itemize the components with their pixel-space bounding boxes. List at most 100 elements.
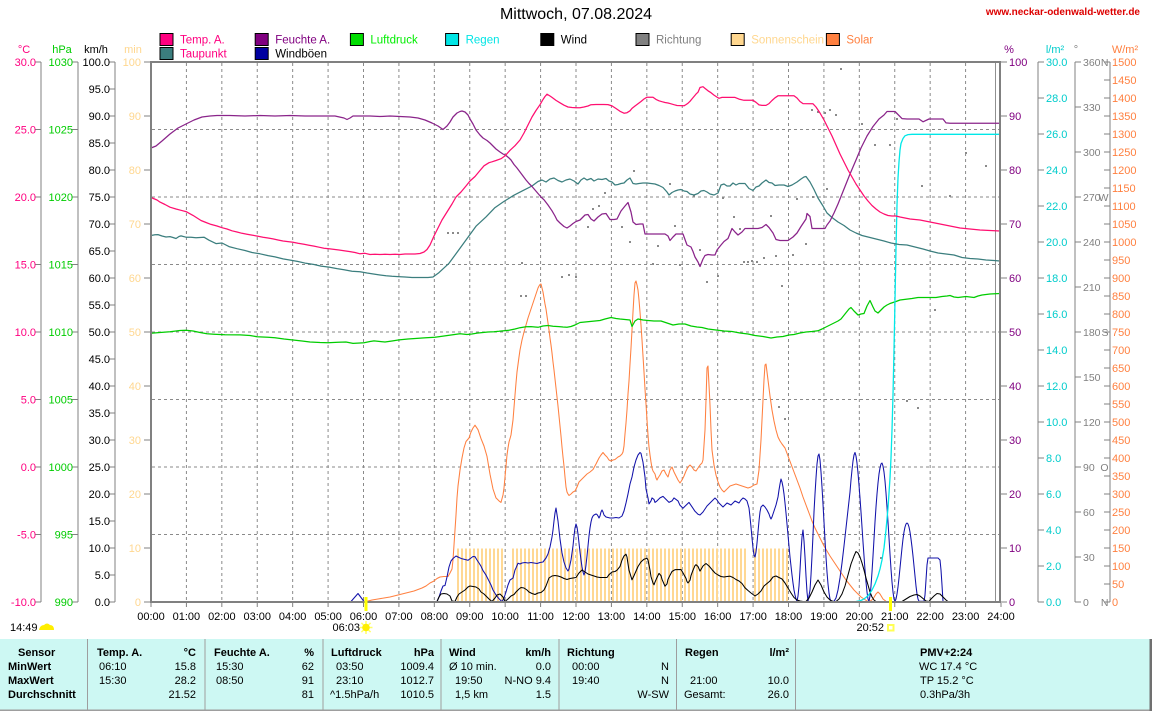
- svg-text:-10.0: -10.0: [11, 597, 36, 609]
- svg-text:150: 150: [1112, 543, 1130, 555]
- svg-text:23:00: 23:00: [952, 611, 980, 623]
- svg-text:350: 350: [1112, 471, 1130, 483]
- svg-text:14:49: 14:49: [10, 622, 38, 634]
- svg-text:80: 80: [1009, 165, 1021, 177]
- svg-text:Temp. A.: Temp. A.: [97, 647, 142, 659]
- svg-text:1025: 1025: [49, 125, 73, 137]
- svg-text:55.0: 55.0: [89, 300, 110, 312]
- svg-text:81: 81: [302, 689, 314, 701]
- svg-text:100.0: 100.0: [82, 57, 110, 69]
- svg-text:300: 300: [1083, 147, 1101, 159]
- svg-text:S: S: [1101, 327, 1108, 339]
- svg-text:hPa: hPa: [52, 44, 72, 56]
- svg-text:2.0: 2.0: [1046, 561, 1061, 573]
- svg-text:Mittwoch, 07.08.2024: Mittwoch, 07.08.2024: [500, 6, 652, 23]
- svg-text:1.5: 1.5: [536, 689, 551, 701]
- svg-text:0: 0: [1083, 597, 1089, 609]
- svg-text:1350: 1350: [1112, 111, 1136, 123]
- svg-text:%: %: [304, 647, 314, 659]
- svg-text:1050: 1050: [1112, 219, 1136, 231]
- svg-text:1005: 1005: [49, 395, 73, 407]
- svg-text:min: min: [124, 44, 142, 56]
- svg-text:30.0: 30.0: [15, 57, 36, 69]
- svg-text:14.0: 14.0: [1046, 345, 1067, 357]
- svg-text:1400: 1400: [1112, 93, 1136, 105]
- svg-text:06:03: 06:03: [332, 622, 360, 634]
- svg-text:90.0: 90.0: [89, 111, 110, 123]
- svg-text:15.0: 15.0: [89, 516, 110, 528]
- svg-text:75.0: 75.0: [89, 192, 110, 204]
- svg-text:Durchschnitt: Durchschnitt: [8, 689, 76, 701]
- svg-text:28.0: 28.0: [1046, 93, 1067, 105]
- svg-text:90: 90: [129, 111, 141, 123]
- svg-text:10: 10: [129, 543, 141, 555]
- svg-text:21:00: 21:00: [690, 675, 718, 687]
- svg-text:25.0: 25.0: [15, 125, 36, 137]
- svg-text:13:00: 13:00: [598, 611, 626, 623]
- svg-text:1000: 1000: [1112, 237, 1136, 249]
- svg-text:150: 150: [1083, 372, 1101, 384]
- svg-text:15:30: 15:30: [216, 661, 244, 673]
- svg-text:23:10: 23:10: [336, 675, 364, 687]
- svg-text:26.0: 26.0: [768, 689, 789, 701]
- svg-text:Ø 10 min.: Ø 10 min.: [449, 661, 497, 673]
- svg-text:km/h: km/h: [525, 647, 551, 659]
- svg-text:10.0: 10.0: [768, 675, 789, 687]
- svg-text:0.0: 0.0: [95, 597, 110, 609]
- svg-text:650: 650: [1112, 363, 1130, 375]
- svg-text:Solar: Solar: [846, 35, 873, 47]
- svg-text:24.0: 24.0: [1046, 165, 1067, 177]
- svg-text:Windböen: Windböen: [275, 49, 327, 61]
- svg-text:20: 20: [129, 489, 141, 501]
- svg-text:20.0: 20.0: [89, 489, 110, 501]
- svg-text:W-SW: W-SW: [637, 689, 669, 701]
- svg-text:09:00: 09:00: [456, 611, 484, 623]
- svg-text:750: 750: [1112, 327, 1130, 339]
- svg-text:10.0: 10.0: [89, 543, 110, 555]
- svg-text:50: 50: [1112, 579, 1124, 591]
- svg-text:06:10: 06:10: [99, 661, 127, 673]
- svg-text:1250: 1250: [1112, 147, 1136, 159]
- svg-text:1150: 1150: [1112, 183, 1136, 195]
- svg-text:01:00: 01:00: [173, 611, 201, 623]
- svg-text:25.0: 25.0: [89, 462, 110, 474]
- svg-text:550: 550: [1112, 399, 1130, 411]
- svg-text:17:00: 17:00: [739, 611, 767, 623]
- svg-text:Feuchte A.: Feuchte A.: [275, 35, 330, 47]
- svg-text:O: O: [1100, 462, 1108, 474]
- svg-text:40.0: 40.0: [89, 381, 110, 393]
- svg-text:00:00: 00:00: [137, 611, 165, 623]
- svg-text:Wind: Wind: [561, 35, 587, 47]
- svg-text:800: 800: [1112, 309, 1130, 321]
- svg-text:91: 91: [302, 675, 314, 687]
- svg-text:60.0: 60.0: [89, 273, 110, 285]
- svg-text:1300: 1300: [1112, 129, 1136, 141]
- svg-text:N-NO 9.4: N-NO 9.4: [505, 675, 551, 687]
- svg-text:300: 300: [1112, 489, 1130, 501]
- svg-text:950: 950: [1112, 255, 1130, 267]
- svg-text:°C: °C: [18, 44, 30, 56]
- svg-text:1,5 km: 1,5 km: [455, 689, 488, 701]
- svg-text:0: 0: [1009, 597, 1015, 609]
- svg-text:4.0: 4.0: [1046, 525, 1061, 537]
- svg-text:19:50: 19:50: [455, 675, 483, 687]
- svg-text:°C: °C: [184, 647, 196, 659]
- svg-text:MinWert: MinWert: [8, 661, 52, 673]
- svg-text:18:00: 18:00: [775, 611, 803, 623]
- svg-text:120: 120: [1083, 417, 1101, 429]
- svg-text:km/h: km/h: [84, 44, 108, 56]
- svg-text:08:50: 08:50: [216, 675, 244, 687]
- svg-text:20.0: 20.0: [15, 192, 36, 204]
- svg-text:40: 40: [1009, 381, 1021, 393]
- svg-text:45.0: 45.0: [89, 354, 110, 366]
- svg-text:70: 70: [129, 219, 141, 231]
- svg-text:62: 62: [302, 661, 314, 673]
- svg-text:1100: 1100: [1112, 201, 1136, 213]
- svg-text:0: 0: [1112, 597, 1118, 609]
- svg-text:Sonnenschein: Sonnenschein: [751, 35, 824, 47]
- svg-text:1010: 1010: [49, 327, 73, 339]
- svg-text:03:00: 03:00: [243, 611, 271, 623]
- svg-text:70: 70: [1009, 219, 1021, 231]
- svg-text:6.0: 6.0: [1046, 489, 1061, 501]
- svg-text:°: °: [1074, 44, 1078, 56]
